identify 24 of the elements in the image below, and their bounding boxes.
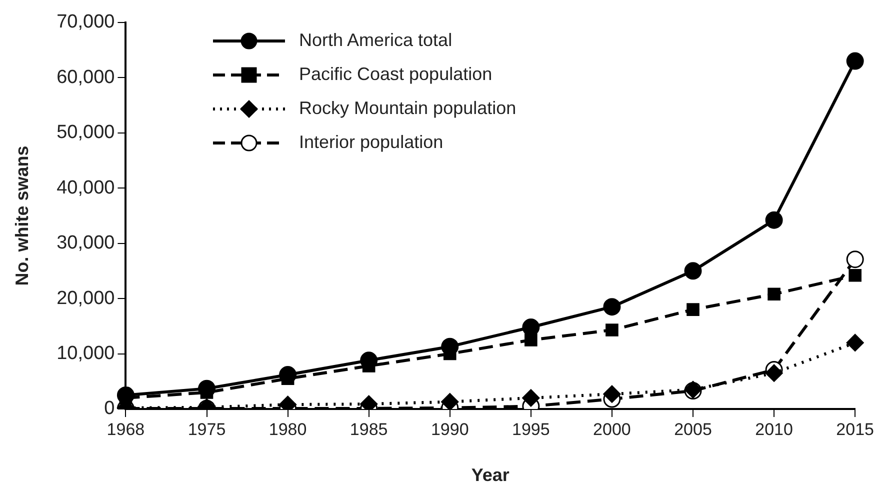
- x-tick-label: 1980: [268, 420, 307, 439]
- x-axis-title: Year: [471, 465, 510, 486]
- y-tick-label: 70,000: [56, 12, 115, 33]
- y-tick-label: 50,000: [56, 122, 115, 144]
- legend-label: Pacific Coast population: [299, 64, 492, 85]
- x-tick-label: 2010: [755, 420, 793, 439]
- x-tick-label: 2005: [674, 420, 712, 439]
- legend-label: Interior population: [299, 132, 444, 153]
- legend-label: Rocky Mountain population: [299, 98, 516, 119]
- y-tick-label: 60,000: [56, 66, 115, 88]
- legend-label: North America total: [299, 30, 452, 51]
- y-tick-label: 10,000: [56, 343, 115, 364]
- x-tick-label: 1985: [350, 420, 388, 439]
- x-tick-label: 1975: [188, 420, 226, 439]
- x-tick-label: 2000: [593, 420, 631, 439]
- y-axis-title: No. white swans: [12, 146, 32, 286]
- y-tick-label: 0: [104, 398, 115, 420]
- x-tick-label: 1968: [106, 420, 145, 439]
- y-tick-label: 20,000: [56, 288, 115, 309]
- y-tick-label: 30,000: [56, 232, 115, 254]
- y-tick-label: 40,000: [56, 177, 115, 198]
- x-tick-label: 2015: [836, 420, 874, 439]
- x-tick-label: 1995: [512, 420, 550, 439]
- x-tick-label: 1990: [430, 420, 469, 439]
